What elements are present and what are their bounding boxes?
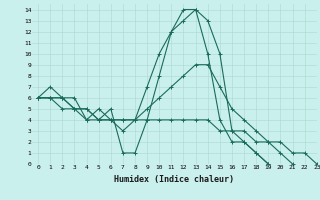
- X-axis label: Humidex (Indice chaleur): Humidex (Indice chaleur): [115, 175, 234, 184]
